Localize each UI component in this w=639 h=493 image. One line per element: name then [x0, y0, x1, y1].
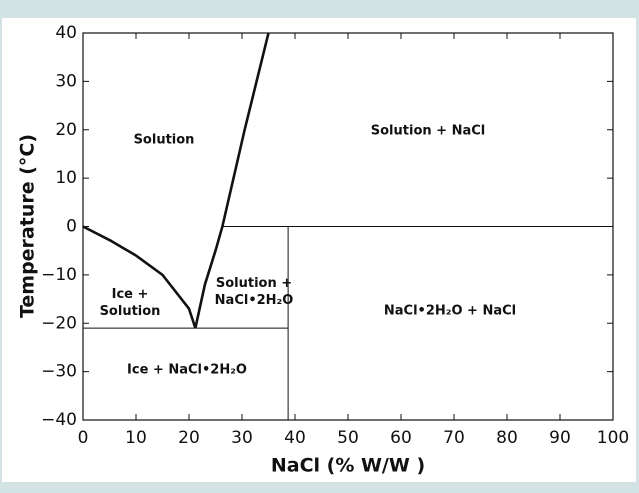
y-tick-label: 10 — [55, 168, 77, 188]
y-tick-label: 0 — [66, 217, 77, 237]
region-label: Solution + — [216, 276, 292, 291]
y-tick-label: −20 — [41, 313, 77, 333]
region-label: NaCl•2H₂O + NaCl — [384, 304, 516, 319]
x-tick-label: 100 — [597, 428, 629, 448]
x-tick-label: 40 — [284, 428, 306, 448]
y-tick-label: 40 — [55, 23, 77, 43]
y-tick-label: −40 — [41, 410, 77, 430]
x-tick-label: 60 — [390, 428, 412, 448]
x-tick-label: 30 — [231, 428, 253, 448]
x-tick-label: 0 — [78, 428, 89, 448]
x-axis-title: NaCl (% W/W ) — [271, 455, 425, 477]
y-tick-label: −10 — [41, 265, 77, 285]
x-tick-label: 70 — [443, 428, 465, 448]
phase-boundary — [194, 32, 270, 329]
x-tick-label: 10 — [125, 428, 147, 448]
x-tick-label: 90 — [549, 428, 571, 448]
region-label: Ice + — [112, 287, 149, 302]
region-label: Solution + NaCl — [371, 124, 485, 139]
y-axis-title: Temperature (°C) — [17, 134, 39, 318]
region-label: Ice + NaCl•2H₂O — [127, 363, 247, 378]
x-tick-label: 80 — [496, 428, 518, 448]
phase-boundary — [82, 225, 197, 329]
region-label: NaCl•2H₂O — [215, 293, 294, 308]
y-tick-label: −30 — [41, 362, 77, 382]
region-label: Solution — [134, 133, 195, 148]
x-tick-label: 50 — [337, 428, 359, 448]
panel — [2, 18, 636, 482]
y-tick-label: 20 — [55, 120, 77, 140]
plot-frame — [82, 32, 614, 421]
region-label: Solution — [100, 304, 161, 319]
x-tick-label: 20 — [178, 428, 200, 448]
y-tick-label: 30 — [55, 71, 77, 91]
